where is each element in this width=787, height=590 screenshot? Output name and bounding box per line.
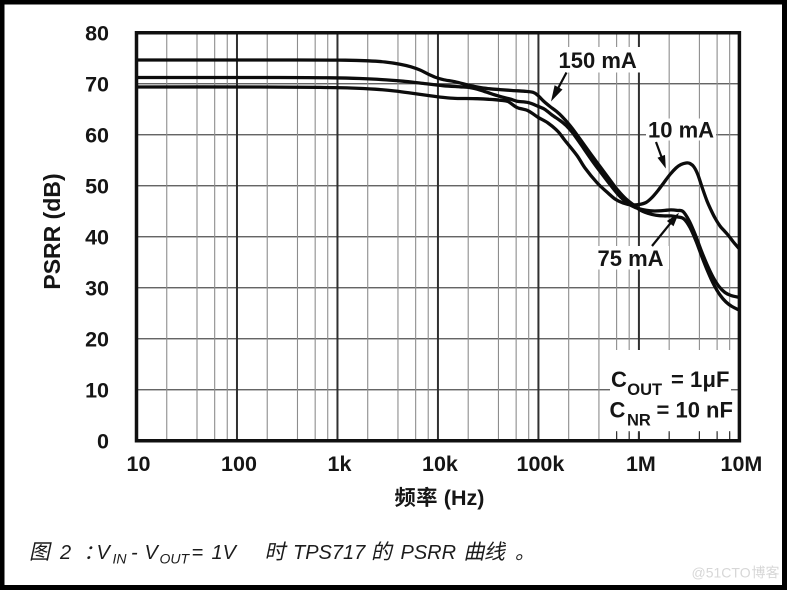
svg-text:(Hz): (Hz) bbox=[444, 486, 485, 510]
svg-text:V: V bbox=[97, 542, 112, 564]
svg-text:1M: 1M bbox=[626, 452, 656, 476]
svg-text:30: 30 bbox=[85, 276, 109, 300]
svg-text:60: 60 bbox=[85, 123, 109, 147]
svg-text:CNR= 10 nF: CNR = 10 nF bbox=[610, 398, 733, 430]
svg-text:100k: 100k bbox=[517, 452, 565, 476]
svg-text:TPS717: TPS717 bbox=[293, 542, 366, 564]
svg-text:0: 0 bbox=[97, 429, 109, 453]
svg-text:PSRR: PSRR bbox=[401, 542, 457, 564]
svg-text:IN: IN bbox=[113, 551, 128, 567]
svg-text:1V: 1V bbox=[212, 542, 238, 564]
svg-text:COUT= 1μF: COUT = 1μF bbox=[611, 367, 729, 399]
svg-text:PSRR (dB): PSRR (dB) bbox=[39, 173, 65, 289]
svg-text:10 mA: 10 mA bbox=[648, 117, 714, 142]
svg-text:=: = bbox=[192, 542, 204, 564]
svg-text:40: 40 bbox=[85, 225, 109, 249]
svg-text:@51CTO: @51CTO bbox=[692, 564, 751, 580]
svg-text:10k: 10k bbox=[422, 452, 458, 476]
svg-text:20: 20 bbox=[85, 327, 109, 351]
svg-text:1k: 1k bbox=[328, 452, 352, 476]
svg-text:V: V bbox=[145, 542, 160, 564]
svg-text:150 mA: 150 mA bbox=[559, 48, 637, 73]
svg-text:50: 50 bbox=[85, 174, 109, 198]
svg-text:10: 10 bbox=[127, 452, 151, 476]
svg-text:OUT: OUT bbox=[160, 551, 191, 567]
svg-text:-: - bbox=[131, 542, 138, 564]
svg-text:75 mA: 75 mA bbox=[598, 246, 664, 271]
svg-text:2: 2 bbox=[59, 542, 71, 564]
svg-text:10M: 10M bbox=[720, 452, 762, 476]
svg-text:100: 100 bbox=[221, 452, 257, 476]
svg-text:70: 70 bbox=[85, 72, 109, 96]
svg-text:80: 80 bbox=[85, 21, 109, 45]
svg-text:10: 10 bbox=[85, 378, 109, 402]
